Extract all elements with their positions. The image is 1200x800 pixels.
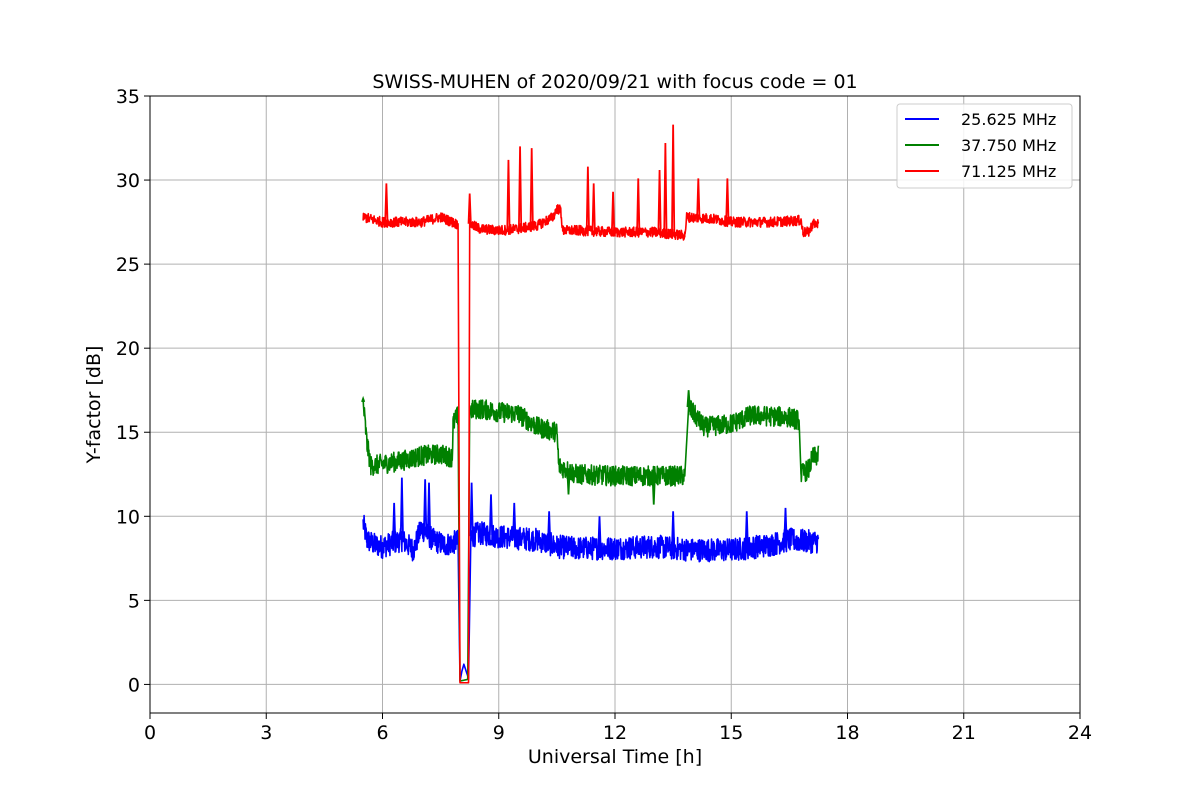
- x-tick-label: 9: [493, 722, 505, 744]
- series-spike-2: [518, 146, 523, 229]
- series-spike-0: [744, 511, 749, 548]
- series-spike-0: [512, 502, 517, 538]
- series-spike-2: [506, 159, 511, 230]
- series-spike-1: [651, 475, 656, 505]
- legend: 25.625 MHz 37.750 MHz 71.125 MHz: [896, 103, 1073, 189]
- series-spike-2: [671, 124, 676, 235]
- series-spike-0: [671, 511, 676, 549]
- chart-title: SWISS-MUHEN of 2020/09/21 with focus cod…: [372, 71, 857, 93]
- legend-label-2: 71.125 MHz: [961, 162, 1056, 181]
- series-spike-1: [686, 390, 691, 408]
- x-axis-title: Universal Time [h]: [528, 746, 702, 768]
- series-layer: [361, 124, 820, 684]
- x-tick-label: 15: [719, 722, 743, 744]
- axis-ticks: 0 3 6 9 12 15 18 21 24 0 5 10 15 20 25 30 35: [116, 86, 1092, 744]
- series-spike-2: [529, 148, 534, 227]
- x-tick-label: 3: [260, 722, 272, 744]
- legend-box: [896, 103, 1073, 189]
- y-tick-label: 35: [116, 86, 140, 108]
- series-spike-2: [725, 178, 730, 222]
- x-tick-label: 0: [144, 722, 156, 744]
- series-spike-0: [399, 477, 404, 540]
- x-tick-label: 18: [835, 722, 859, 744]
- y-tick-label: 0: [128, 674, 140, 696]
- legend-label-1: 37.750 MHz: [961, 136, 1056, 155]
- y-tick-label: 5: [128, 590, 140, 612]
- series-spike-2: [585, 166, 590, 232]
- x-tick-label: 12: [603, 722, 627, 744]
- y-tick-label: 25: [116, 254, 140, 276]
- series-spike-1: [361, 395, 366, 403]
- series-spike-0: [426, 482, 432, 536]
- series-spike-2: [663, 143, 668, 234]
- series-spike-0: [469, 482, 474, 537]
- series-spike-2: [636, 178, 641, 233]
- x-tick-label: 24: [1068, 722, 1092, 744]
- series-line-2: [362, 204, 820, 684]
- x-tick-label: 21: [952, 722, 976, 744]
- x-tick-label: 6: [376, 722, 388, 744]
- y-tick-label: 10: [116, 506, 140, 528]
- series-spike-0: [597, 516, 602, 549]
- series-spike-2: [611, 191, 616, 233]
- series-line-0: [362, 514, 820, 682]
- series-spike-2: [657, 169, 662, 233]
- legend-label-0: 25.625 MHz: [961, 110, 1056, 129]
- series-spike-0: [392, 502, 397, 543]
- series-spike-2: [467, 193, 472, 224]
- y-tick-label: 20: [116, 338, 140, 360]
- y-tick-label: 15: [116, 422, 140, 444]
- series-spike-2: [696, 178, 701, 218]
- series-spike-0: [547, 511, 552, 544]
- series-spike-0: [488, 494, 494, 536]
- series-line-1: [362, 398, 820, 682]
- series-spike-2: [384, 183, 389, 223]
- grid: [149, 95, 1081, 713]
- series-spike-1: [566, 470, 571, 495]
- series-spike-0: [783, 507, 788, 541]
- series-spike-0: [423, 479, 428, 533]
- y-axis-title: Y-factor [dB]: [83, 346, 105, 465]
- y-tick-label: 30: [116, 170, 140, 192]
- series-spike-2: [591, 183, 596, 232]
